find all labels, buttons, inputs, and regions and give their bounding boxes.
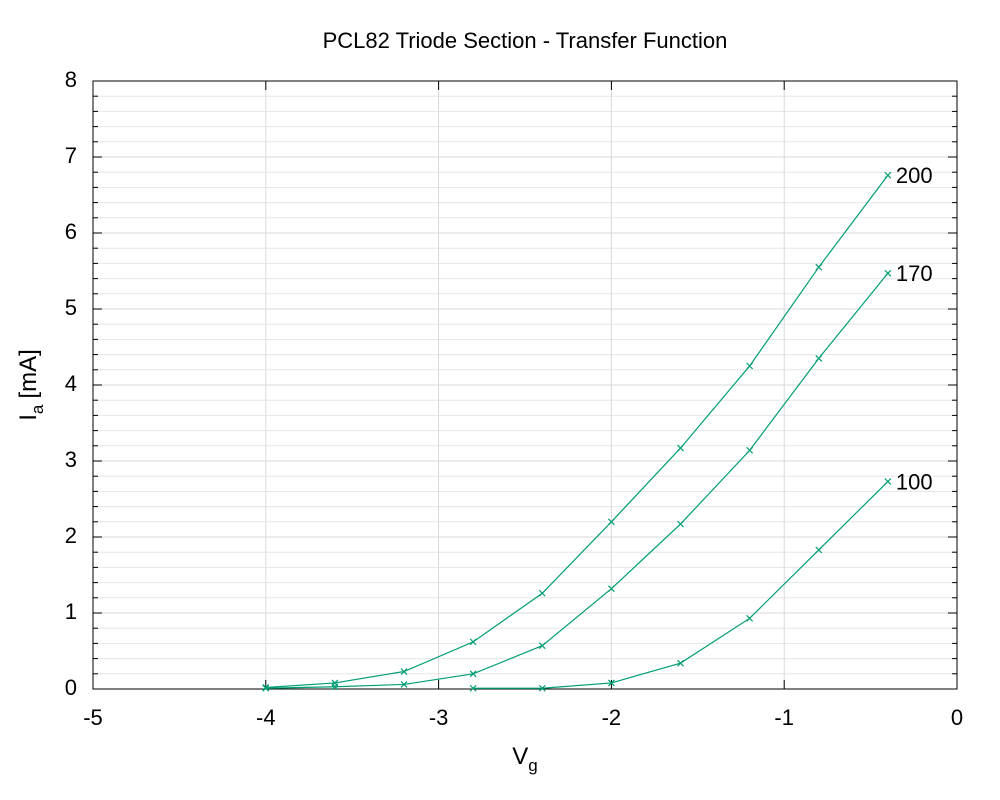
point-marker	[815, 263, 823, 271]
point-marker	[884, 171, 892, 179]
series-line	[265, 174, 889, 689]
y-tick-label: 5	[65, 295, 77, 320]
point-marker	[746, 614, 754, 622]
x-tick-label: -1	[774, 705, 794, 730]
point-marker	[469, 684, 477, 692]
point-marker	[884, 478, 892, 485]
x-axis-label: Vg	[512, 743, 537, 775]
y-tick-label: 2	[65, 523, 77, 548]
plot-frame	[92, 80, 958, 690]
y-tick-label: 0	[65, 675, 77, 700]
y-tick-label: 3	[65, 447, 77, 472]
y-tick-label: 7	[65, 143, 77, 168]
series-line	[265, 272, 889, 689]
y-tick-label: 6	[65, 219, 77, 244]
y-tick-label: 1	[65, 599, 77, 624]
point-marker	[815, 546, 823, 554]
series-label: 100	[896, 469, 933, 494]
y-label-unit: [mA]	[15, 349, 42, 398]
chart-title: PCL82 Triode Section - Transfer Function	[323, 28, 728, 53]
point-marker	[607, 518, 615, 526]
series-label: 170	[896, 261, 933, 286]
point-marker	[677, 659, 684, 667]
y-label-main: I	[15, 414, 42, 421]
point-marker	[746, 446, 754, 454]
point-marker	[677, 444, 684, 452]
point-marker	[331, 683, 339, 691]
point-marker	[815, 354, 823, 362]
y-tick-label: 8	[65, 67, 77, 92]
point-marker	[262, 684, 270, 692]
x-tick-label: -2	[602, 705, 622, 730]
point-marker	[469, 670, 477, 678]
x-label-main: V	[512, 743, 528, 770]
point-marker	[538, 642, 546, 650]
point-marker	[400, 668, 408, 675]
point-marker	[607, 679, 615, 687]
x-tick-label: -4	[256, 705, 276, 730]
y-tick-label: 4	[65, 371, 77, 396]
y-axis-label: Ia [mA]	[15, 349, 47, 420]
point-marker	[677, 520, 684, 528]
series-label: 200	[896, 163, 933, 188]
x-tick-label: -5	[83, 705, 103, 730]
point-marker	[538, 589, 546, 597]
point-marker	[538, 684, 546, 692]
x-label-sub: g	[528, 756, 537, 775]
point-marker	[884, 269, 892, 277]
point-marker	[746, 362, 754, 370]
point-marker	[469, 638, 477, 646]
x-tick-label: -3	[429, 705, 449, 730]
x-tick-label: 0	[951, 705, 963, 730]
point-marker	[607, 585, 615, 593]
y-label-sub: a	[28, 404, 47, 414]
series-line	[473, 481, 889, 689]
point-marker	[400, 681, 408, 688]
